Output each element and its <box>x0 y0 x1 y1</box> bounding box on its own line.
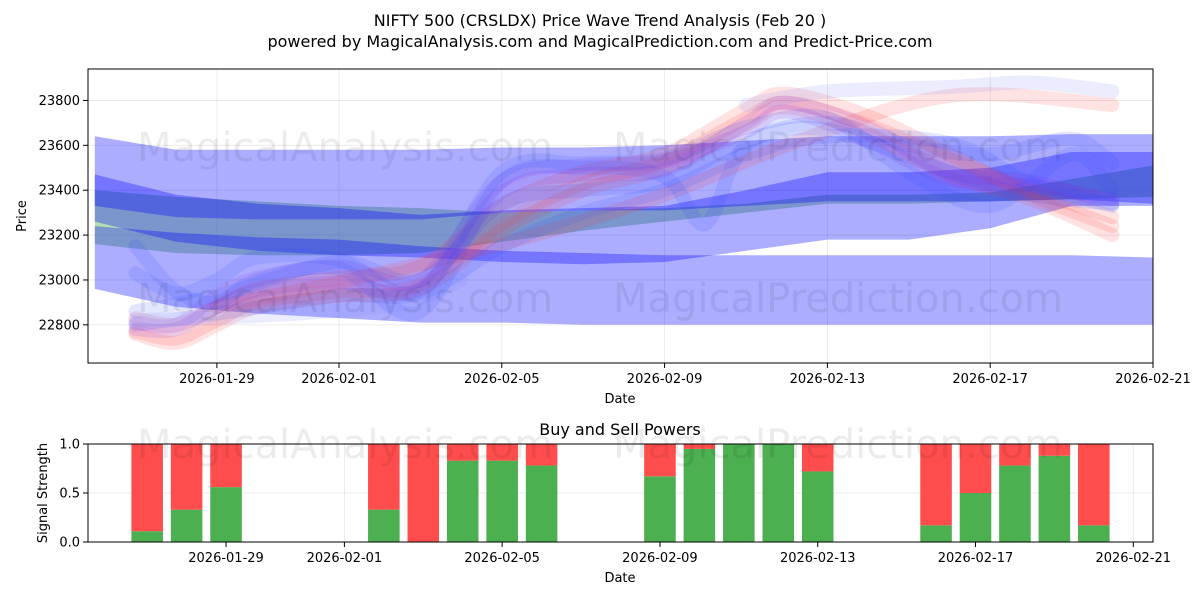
price-ytick-label: 23200 <box>39 229 80 244</box>
buy-bar-2026-02-13 <box>801 471 834 542</box>
sell-bar-2026-02-20 <box>1078 444 1110 526</box>
wave-line-1 <box>128 86 1120 333</box>
wave-line-11 <box>128 273 469 328</box>
buy-bar-2026-02-16 <box>920 525 952 542</box>
power-ytick-label: 0.5 <box>59 487 80 502</box>
chart-title: NIFTY 500 (CRSLDX) Price Wave Trend Anal… <box>374 11 826 30</box>
buy-bar-2026-01-29 <box>210 487 242 542</box>
price-x-label: Date <box>604 392 635 407</box>
price-ytick-label: 22800 <box>39 318 80 333</box>
price-ytick-label: 23800 <box>39 94 80 109</box>
watermark-mid-right: MagicalPrediction.com <box>613 276 1063 322</box>
power-bars <box>131 444 1110 542</box>
price-xtick-label: 2026-02-17 <box>952 372 1028 387</box>
sell-bar-2026-02-06 <box>525 444 558 466</box>
price-axis-ticks: 2026-01-29 2026-02-01 2026-02-05 2026-02-09… <box>39 94 1191 387</box>
sell-bar-2026-02-16 <box>920 444 952 526</box>
trend-band-2 <box>94 152 1153 265</box>
sell-bar-2026-02-18 <box>999 444 1031 466</box>
wave-line-2 <box>128 100 1120 350</box>
sell-bar-2026-02-05 <box>486 444 518 461</box>
sell-bar-2026-01-29 <box>210 444 242 488</box>
price-grid <box>88 69 1154 363</box>
trend-band-1 <box>94 134 1153 220</box>
wave-line-0 <box>128 95 1120 346</box>
buy-bar-2026-02-17 <box>959 493 992 542</box>
wave-line-4 <box>128 95 1120 338</box>
buy-bar-2026-01-27 <box>131 531 163 542</box>
power-xtick-label: 2026-02-17 <box>938 551 1014 566</box>
wave-line-8 <box>128 120 1120 319</box>
sell-bar-2026-02-02 <box>368 444 400 510</box>
buy-bar-2026-02-11 <box>723 444 755 542</box>
price-plot-frame <box>87 68 1154 364</box>
sell-bar-2026-02-09 <box>644 444 676 477</box>
watermark-bottom-right: MagicalPrediction.com <box>613 422 1063 468</box>
price-ytick-label: 23600 <box>39 139 80 154</box>
sell-bar-2026-02-10 <box>683 444 716 449</box>
price-xtick-label: 2026-01-29 <box>179 372 255 387</box>
price-y-label: Price <box>15 200 30 232</box>
sell-bar-2026-02-04 <box>446 444 479 461</box>
price-xtick-label: 2026-02-13 <box>790 372 866 387</box>
power-x-label: Date <box>604 571 635 586</box>
sell-bar-2026-01-28 <box>170 444 203 510</box>
power-chart-title: Buy and Sell Powers <box>539 420 701 439</box>
power-ytick-label: 0.0 <box>59 536 80 551</box>
wave-lines <box>128 75 1120 350</box>
power-plot: Buy and Sell Powers MagicalAnalysis.com … <box>36 420 1171 586</box>
watermark-mid-left: MagicalAnalysis.com <box>137 276 553 322</box>
power-xtick-label: 2026-02-21 <box>1095 551 1171 566</box>
wave-line-9 <box>128 128 1120 332</box>
buy-bar-2026-02-10 <box>683 448 716 542</box>
trend-band-3 <box>94 226 1153 325</box>
buy-bar-2026-02-04 <box>446 460 479 542</box>
sell-bar-2026-02-03 <box>407 444 440 542</box>
power-xtick-label: 2026-02-05 <box>464 551 540 566</box>
watermark-top-right: MagicalPrediction.com <box>613 125 1063 171</box>
power-y-label: Signal Strength <box>36 443 51 543</box>
wave-line-3 <box>209 87 1120 314</box>
price-xtick-label: 2026-02-01 <box>301 372 377 387</box>
sell-bar-2026-01-27 <box>131 444 163 532</box>
price-xtick-label: 2026-02-05 <box>464 372 540 387</box>
price-xtick-label: 2026-02-21 <box>1115 372 1191 387</box>
wave-line-6 <box>128 115 1120 321</box>
price-ytick-label: 23400 <box>39 184 80 199</box>
buy-bar-2026-02-05 <box>486 460 518 542</box>
buy-bar-2026-02-06 <box>525 465 558 542</box>
power-xtick-label: 2026-02-09 <box>622 551 698 566</box>
wave-line-10 <box>739 75 1120 112</box>
power-axis-ticks: 2026-01-29 2026-02-01 2026-02-05 2026-02-09… <box>59 438 1171 567</box>
power-ytick-label: 1.0 <box>59 438 80 453</box>
sell-bar-2026-02-17 <box>959 444 992 493</box>
buy-bar-2026-02-18 <box>999 465 1031 542</box>
price-plot: MagicalAnalysis.com MagicalPrediction.co… <box>15 68 1191 407</box>
trend-band-0 <box>94 165 1153 256</box>
buy-bar-2026-01-28 <box>170 509 203 542</box>
price-xtick-label: 2026-02-09 <box>627 372 703 387</box>
power-xtick-label: 2026-02-01 <box>307 551 383 566</box>
buy-bar-2026-02-12 <box>762 444 795 542</box>
wave-line-5 <box>128 104 1120 334</box>
price-ytick-label: 23000 <box>39 273 80 288</box>
wave-line-7 <box>128 108 1120 302</box>
watermark-top-left: MagicalAnalysis.com <box>137 125 553 171</box>
chart-subtitle: powered by MagicalAnalysis.com and Magic… <box>267 32 932 51</box>
power-xtick-label: 2026-02-13 <box>780 551 856 566</box>
buy-bar-2026-02-09 <box>644 476 676 542</box>
buy-bar-2026-02-02 <box>368 509 400 542</box>
sell-bar-2026-02-13 <box>801 444 834 472</box>
trend-bands <box>94 134 1153 325</box>
buy-bar-2026-02-19 <box>1038 455 1071 542</box>
sell-bar-2026-02-19 <box>1038 444 1071 456</box>
buy-bar-2026-02-20 <box>1078 525 1110 542</box>
power-xtick-label: 2026-01-29 <box>188 551 264 566</box>
watermark-bottom-left: MagicalAnalysis.com <box>137 422 553 468</box>
